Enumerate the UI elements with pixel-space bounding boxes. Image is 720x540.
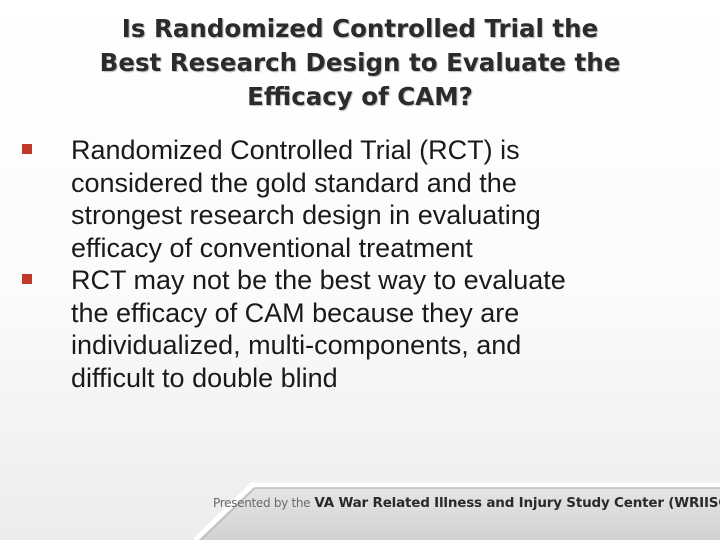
footer-swoosh-decoration <box>0 482 720 540</box>
footer-prefix: Presented by the <box>213 496 311 510</box>
bullet-item: RCT may not be the best way to evaluate … <box>20 264 710 394</box>
footer-organization: VA War Related Illness and Injury Study … <box>314 495 720 511</box>
title-line: Best Research Design to Evaluate the <box>99 48 621 77</box>
title-line: Efficacy of CAM? <box>247 82 473 111</box>
bullet-list: Randomized Controlled Trial (RCT) is con… <box>20 134 710 394</box>
slide-title: Is Randomized Controlled Trial the Best … <box>20 12 700 114</box>
bullet-line: efficacy of conventional treatment <box>71 232 473 263</box>
square-bullet-icon <box>22 144 32 154</box>
bullet-line: individualized, multi-components, and <box>71 330 522 360</box>
bullet-line: RCT may not be the best way to evaluate <box>71 265 566 295</box>
bullet-line: difficult to double blind <box>71 362 338 393</box>
title-line: Is Randomized Controlled Trial the <box>121 14 599 43</box>
square-bullet-icon <box>22 274 32 284</box>
bullet-line: Randomized Controlled Trial (RCT) is <box>71 135 520 165</box>
footer-credit: Presented by the VA War Related Illness … <box>213 495 720 511</box>
bullet-line: strongest research design in evaluating <box>71 200 541 230</box>
bullet-line: the efficacy of CAM because they are <box>71 297 520 328</box>
bullet-line: considered the gold standard and the <box>71 167 517 198</box>
bullet-item: Randomized Controlled Trial (RCT) is con… <box>20 134 710 264</box>
